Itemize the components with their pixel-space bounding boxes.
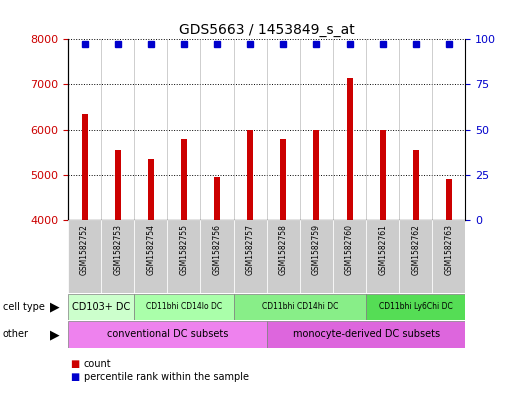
Text: CD11bhi CD14lo DC: CD11bhi CD14lo DC: [146, 303, 222, 311]
Bar: [313, 130, 320, 220]
FancyBboxPatch shape: [234, 220, 267, 293]
FancyBboxPatch shape: [101, 220, 134, 293]
FancyBboxPatch shape: [267, 321, 465, 348]
FancyBboxPatch shape: [68, 321, 267, 348]
Bar: [280, 139, 286, 220]
Text: ■: ■: [71, 358, 80, 369]
Text: GSM1582752: GSM1582752: [80, 224, 89, 275]
FancyBboxPatch shape: [68, 220, 101, 293]
Bar: [446, 179, 452, 220]
Bar: [247, 130, 253, 220]
FancyBboxPatch shape: [366, 294, 465, 320]
Text: percentile rank within the sample: percentile rank within the sample: [84, 372, 248, 382]
Bar: [380, 130, 385, 220]
Text: GSM1582756: GSM1582756: [212, 224, 222, 275]
FancyBboxPatch shape: [333, 220, 366, 293]
FancyBboxPatch shape: [200, 220, 234, 293]
FancyBboxPatch shape: [234, 294, 366, 320]
FancyBboxPatch shape: [300, 220, 333, 293]
Text: GSM1582762: GSM1582762: [411, 224, 420, 275]
Text: GSM1582755: GSM1582755: [179, 224, 188, 275]
Text: CD11bhi CD14hi DC: CD11bhi CD14hi DC: [262, 303, 338, 311]
FancyBboxPatch shape: [366, 220, 399, 293]
Text: GSM1582757: GSM1582757: [246, 224, 255, 275]
Text: GSM1582761: GSM1582761: [378, 224, 387, 275]
Text: CD11bhi Ly6Chi DC: CD11bhi Ly6Chi DC: [379, 303, 453, 311]
Text: monocyte-derived DC subsets: monocyte-derived DC subsets: [292, 329, 440, 340]
Text: ▶: ▶: [50, 300, 60, 314]
FancyBboxPatch shape: [399, 220, 433, 293]
Bar: [347, 78, 353, 220]
Bar: [82, 114, 87, 220]
Text: cell type: cell type: [3, 302, 44, 312]
FancyBboxPatch shape: [68, 294, 134, 320]
Text: GSM1582754: GSM1582754: [146, 224, 155, 275]
Text: conventional DC subsets: conventional DC subsets: [107, 329, 228, 340]
Bar: [115, 150, 121, 220]
Text: GSM1582759: GSM1582759: [312, 224, 321, 275]
Bar: [214, 177, 220, 220]
Text: other: other: [3, 329, 29, 340]
FancyBboxPatch shape: [134, 220, 167, 293]
FancyBboxPatch shape: [167, 220, 200, 293]
Text: ■: ■: [71, 372, 80, 382]
Bar: [148, 159, 154, 220]
Text: GSM1582763: GSM1582763: [445, 224, 453, 275]
FancyBboxPatch shape: [134, 294, 234, 320]
FancyBboxPatch shape: [267, 220, 300, 293]
FancyBboxPatch shape: [433, 220, 465, 293]
Text: CD103+ DC: CD103+ DC: [72, 302, 130, 312]
Text: ▶: ▶: [50, 328, 60, 341]
Text: GSM1582753: GSM1582753: [113, 224, 122, 275]
Text: GSM1582758: GSM1582758: [279, 224, 288, 275]
Bar: [413, 150, 419, 220]
Text: count: count: [84, 358, 111, 369]
Bar: [181, 139, 187, 220]
Title: GDS5663 / 1453849_s_at: GDS5663 / 1453849_s_at: [179, 23, 355, 37]
Text: GSM1582760: GSM1582760: [345, 224, 354, 275]
